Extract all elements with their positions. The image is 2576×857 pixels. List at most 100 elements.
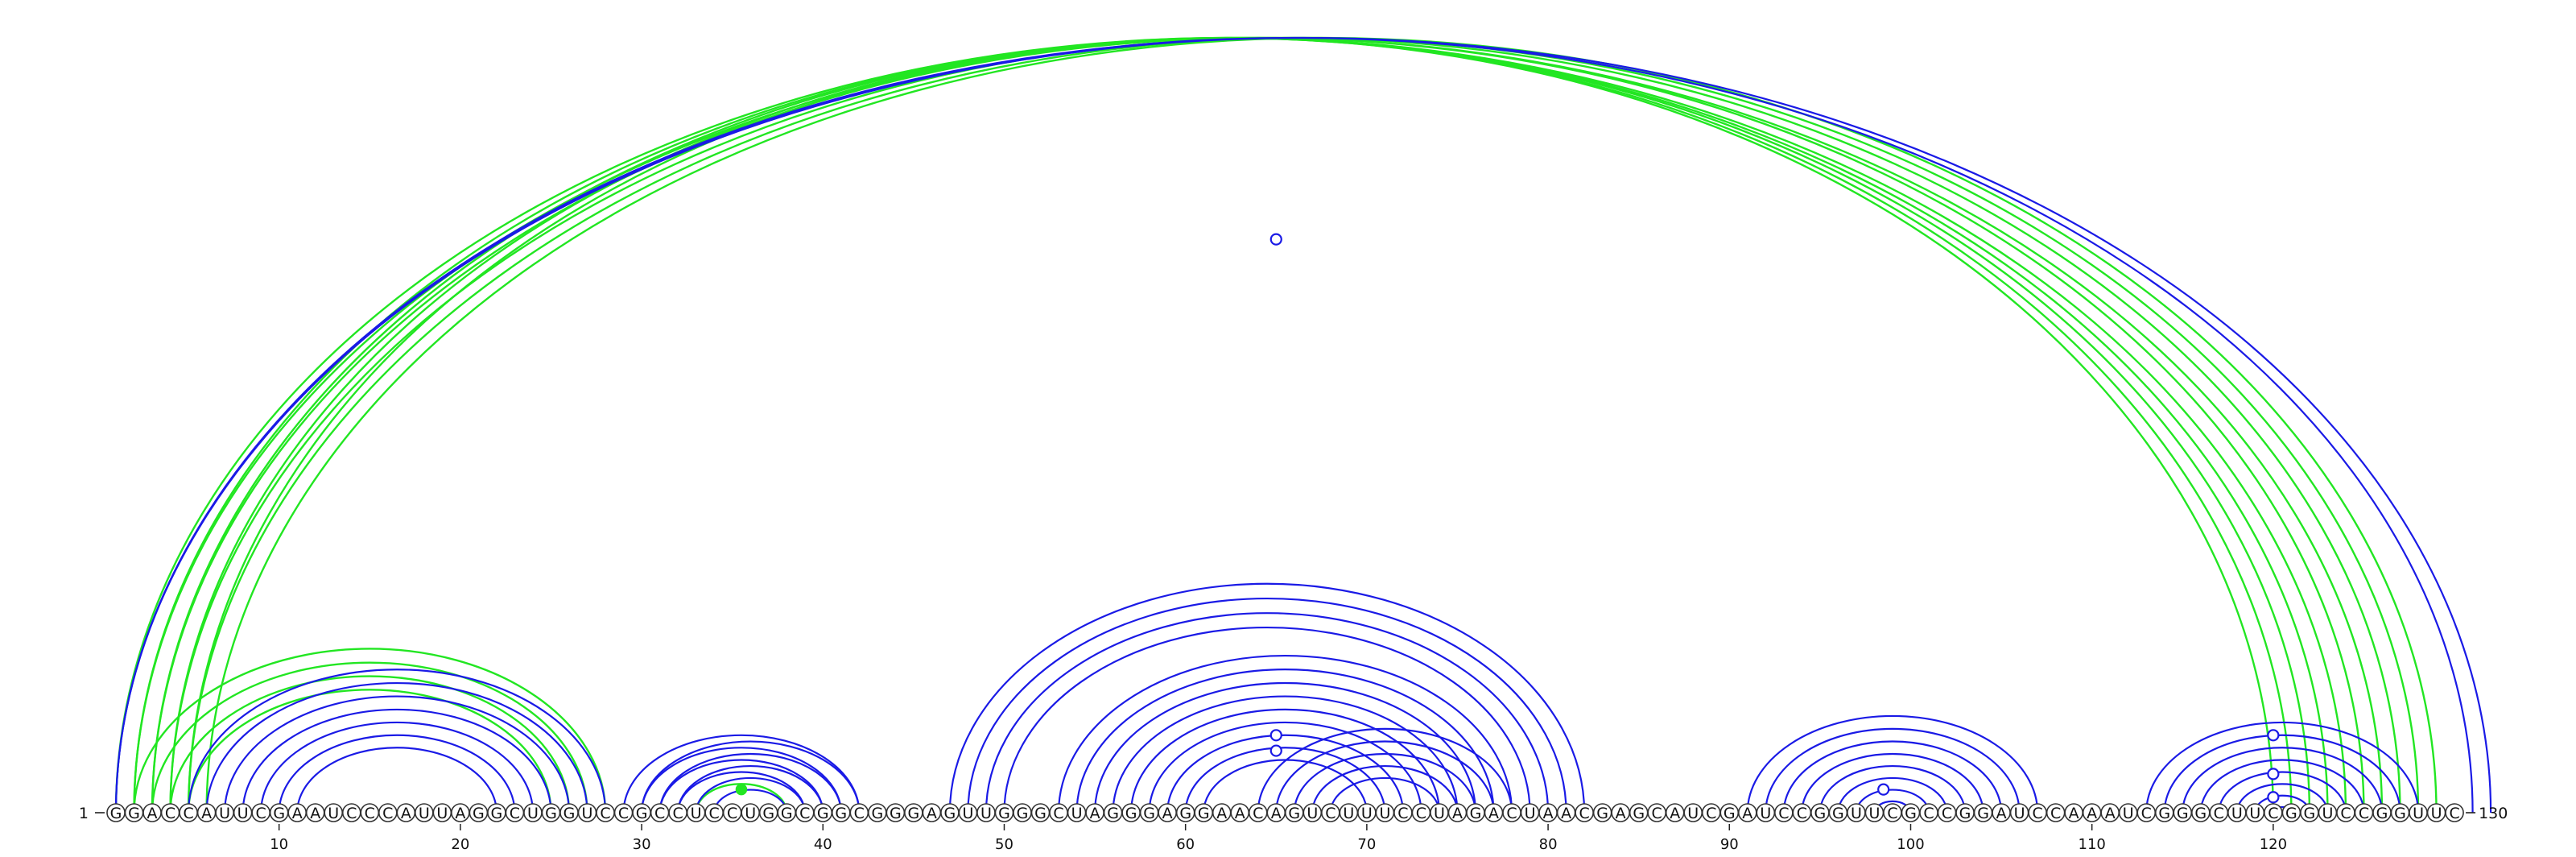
nucleotide-33: U [686, 803, 706, 822]
arc-blue-53-78 [1057, 654, 1513, 814]
nucleotide-letter: G [1977, 805, 1989, 822]
nucleotide-letter: C [1325, 805, 1335, 822]
nucleotide-8: U [233, 803, 253, 822]
nucleotide-44: G [886, 803, 906, 822]
nucleotide-19: U [432, 803, 452, 822]
nucleotide-letter: A [147, 805, 158, 822]
nucleotide-126: G [2372, 803, 2392, 822]
nucleotide-70: U [1357, 803, 1377, 822]
nucleotide-letter: U [980, 805, 992, 822]
nucleotide-81: A [1556, 803, 1576, 822]
nucleotide-89: C [1701, 803, 1721, 822]
nucleotide-51: G [1013, 803, 1032, 822]
nucleotide-29: C [613, 803, 634, 822]
nucleotide-48: U [958, 803, 978, 822]
nucleotide-121: G [2281, 803, 2301, 822]
tick-label-120: 120 [2260, 836, 2287, 853]
nucleotide-104: G [1973, 803, 1993, 822]
nucleotide-letter: G [2177, 805, 2189, 822]
nucleotide-letter: A [1543, 805, 1554, 822]
nucleotide-17: A [396, 803, 416, 822]
arc-blue-1-132 [114, 36, 2492, 814]
nucleotide-letter: A [1162, 805, 1173, 822]
nucleotide-9: C [251, 803, 270, 822]
nucleotide-26: G [559, 803, 579, 822]
arc-blue-31-40 [658, 759, 824, 814]
arc-green-5-120 [187, 36, 2275, 814]
tick-label-50: 50 [995, 836, 1013, 853]
nucleotide-114: G [2154, 803, 2174, 822]
arc-blue-57-74 [1130, 708, 1441, 814]
arc-green-4-26 [169, 675, 571, 814]
arc-blue-64-78 [1257, 727, 1513, 814]
nucleotide-65: A [1266, 803, 1286, 822]
nucleotide-letter: G [1125, 805, 1137, 822]
arc-blue-91-107 [1746, 714, 2039, 814]
nucleotide-38: G [777, 803, 797, 822]
nucleotide-letter: A [1670, 805, 1680, 822]
arc-blue-30-41 [640, 747, 842, 814]
arc-blue-117-124 [2218, 771, 2347, 814]
nucleotide-letter: C [1397, 805, 1408, 822]
nucleotide-15: C [360, 803, 380, 822]
nucleotide-letter: A [927, 805, 937, 822]
arc-blue-11-22 [296, 747, 498, 814]
nucleotide-28: C [596, 803, 615, 822]
nucleotide-letter: C [1652, 805, 1662, 822]
nucleotide-94: C [1792, 803, 1812, 822]
nucleotide-27: U [577, 803, 597, 822]
nucleotide-letter: U [1760, 805, 1771, 822]
open-pair-marker-7 [2267, 791, 2280, 804]
nucleotide-letter: C [2214, 805, 2224, 822]
nucleotide-50: G [994, 803, 1014, 822]
nucleotide-45: G [904, 803, 923, 822]
nucleotide-letter: A [455, 805, 465, 822]
nucleotide-64: C [1248, 803, 1268, 822]
open-pair-marker-6 [2267, 768, 2280, 780]
nucleotide-letter: U [1343, 805, 1354, 822]
arc-blue-58-73 [1148, 721, 1422, 814]
nucleotide-letter: C [1253, 805, 1263, 822]
nucleotide-105: A [1992, 803, 2011, 822]
tick-label-40: 40 [814, 836, 832, 853]
nucleotide-letter: C [1506, 805, 1517, 822]
nucleotide-79: U [1520, 803, 1540, 822]
nucleotide-18: U [415, 803, 434, 822]
nucleotide-letter: C [2032, 805, 2042, 822]
nucleotide-11: A [287, 803, 308, 822]
nucleotide-letter: C [165, 805, 175, 822]
nucleotide-letter: U [1434, 805, 1445, 822]
nucleotide-119: U [2245, 803, 2265, 822]
nucleotide-5: C [179, 803, 198, 822]
nucleotide-letter: C [654, 805, 665, 822]
nucleotide-letter: G [1814, 805, 1827, 822]
nucleotide-32: C [668, 803, 687, 822]
nucleotide-letter: U [219, 805, 230, 822]
nucleotide-99: C [1883, 803, 1902, 822]
nucleotide-letter: G [762, 805, 774, 822]
nucleotide-letter: A [2105, 805, 2116, 822]
nucleotide-letter: G [491, 805, 503, 822]
nucleotide-124: C [2336, 803, 2355, 822]
arc-blue-118-123 [2235, 783, 2329, 814]
nucleotide-25: G [541, 803, 561, 822]
nucleotide-30: G [632, 803, 651, 822]
nucleotide-circle [2445, 803, 2464, 822]
arc-blue-97-101 [1855, 789, 1930, 814]
nucleotide-84: A [1611, 803, 1630, 822]
nucleotide-letter: G [473, 805, 485, 822]
nucleotide-46: A [922, 803, 942, 822]
nucleotide-letter: C [256, 805, 266, 822]
nucleotide-42: C [849, 803, 869, 822]
nucleotide-34: C [704, 803, 724, 822]
nucleotide-letter: C [365, 805, 375, 822]
nucleotide-4: C [160, 803, 180, 822]
nucleotide-130: C [2445, 803, 2464, 822]
nucleotide-letter: G [2376, 805, 2388, 822]
nucleotide-letter: C [1706, 805, 1716, 822]
nucleotide-90: G [1719, 803, 1740, 822]
nucleotide-letter: U [691, 805, 702, 822]
nucleotide-113: C [2136, 803, 2157, 822]
arc-green-2-28 [133, 648, 607, 814]
nucleotide-letter: U [582, 805, 593, 822]
